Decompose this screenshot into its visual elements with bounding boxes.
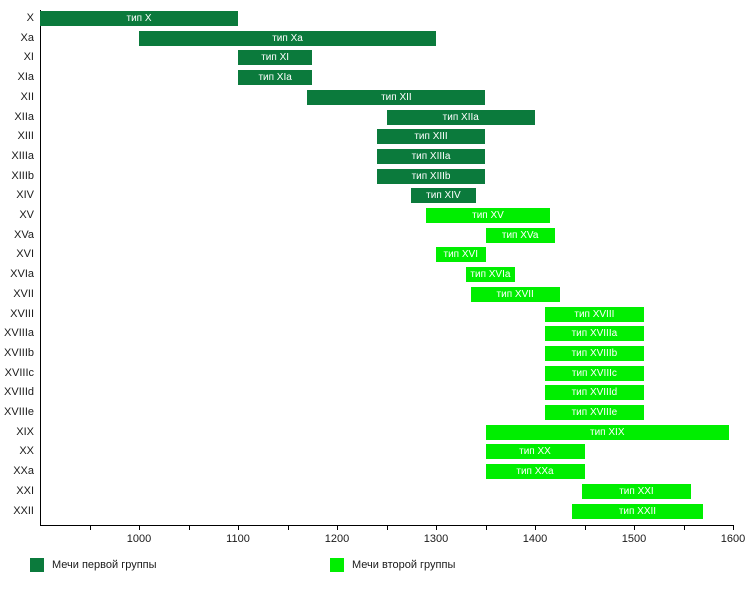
y-axis-label-xiia: XIIa [14,110,34,123]
y-axis-label-xviiia: XVIIIa [4,327,34,340]
bar-xx[interactable]: тип XX [485,444,585,460]
y-axis-label-xviiid: XVIIId [4,386,34,399]
bar-xix[interactable]: тип XIX [485,424,730,440]
y-axis-label-xi: XI [23,51,34,64]
y-axis-label-xiiia: XIIIa [11,149,34,162]
bar-xvii[interactable]: тип XVII [470,286,560,302]
y-axis-label-xv: XV [19,209,34,221]
x-axis-tick-1500 [634,525,635,530]
bar-xiiia[interactable]: тип XIIIa [376,148,486,164]
bar-xviiid[interactable]: тип XVIIId [544,385,644,401]
x-axis-tick-1300 [436,525,437,530]
bar-xviiic[interactable]: тип XVIIIc [544,365,644,381]
x-axis-tick-label-1600: 1600 [720,533,746,545]
x-axis-tick-1600 [733,525,734,530]
y-axis-label-xa: Xa [20,31,34,44]
bar-xa[interactable]: тип Xa [139,30,436,46]
x-axis-tick-label-1100: 1100 [226,533,250,545]
x-axis-tick-1550 [683,525,685,530]
y-axis-label-xix: XIX [16,425,34,438]
bar-xiia[interactable]: тип XIIa [386,109,535,125]
bar-xxii[interactable]: тип XXII [571,503,704,519]
x-axis-tick-1400 [535,525,536,530]
x-axis-tick-1000 [139,525,140,530]
legend-swatch-icon [30,558,44,572]
x-axis-tick-1350 [485,525,487,530]
y-axis-label-xvia: XVIa [10,268,34,281]
bar-xiv[interactable]: тип XIV [411,188,476,204]
bar-xviiia[interactable]: тип XVIIIa [544,326,644,342]
y-axis-label-x: X [26,12,34,24]
legend-label: Мечи второй группы [352,559,456,571]
bar-x[interactable]: тип X [40,11,238,26]
y-axis-label-xxa: XXa [13,465,34,478]
x-axis-tick-1150 [287,525,289,530]
x-axis-tick-1250 [386,525,388,530]
bar-xii[interactable]: тип XII [307,89,486,105]
bar-xxi[interactable]: тип XXI [581,483,692,499]
legend-item-second-group[interactable]: Мечи второй группы [330,558,455,572]
bar-xviiie[interactable]: тип XVIIIe [544,405,644,420]
y-axis-line [40,10,41,525]
legend-swatch-icon [330,558,344,572]
y-axis-label-xva: XVa [14,228,34,241]
bar-xva[interactable]: тип XVa [485,227,555,243]
y-axis-label-xiii: XIII [17,130,34,143]
plot-area [40,10,733,525]
x-axis-tick-label-1300: 1300 [423,533,449,545]
x-axis-tick-1100 [238,525,239,530]
y-axis-label-xxi: XXI [16,484,34,497]
bar-xxa[interactable]: тип XXa [485,464,585,480]
bar-xv[interactable]: тип XV [426,208,550,223]
y-axis-label-xviiib: XVIIIb [4,346,34,359]
y-axis-label-xiv: XIV [16,189,34,202]
bar-xia[interactable]: тип XIa [238,70,313,86]
y-axis-label-xii: XII [20,90,34,103]
x-axis-tick-label-1000: 1000 [126,533,152,545]
y-axis-label-xxii: XXII [13,504,34,517]
x-axis-tick-1450 [584,525,586,530]
bar-xiii[interactable]: тип XIII [376,129,486,145]
x-axis-tick-label-1400: 1400 [522,533,548,545]
bar-xvia[interactable]: тип XVIa [465,267,516,283]
legend-item-first-group[interactable]: Мечи первой группы [30,558,157,572]
bar-xiiib[interactable]: тип XIIIb [376,168,486,184]
x-axis-tick-label-1200: 1200 [324,533,350,545]
x-axis-tick-1200 [337,525,338,530]
bar-xviiib[interactable]: тип XVIIIb [544,345,644,361]
y-axis-label-xiiib: XIIIb [11,169,34,182]
y-axis-label-xvii: XVII [13,287,34,300]
y-axis-label-xviiic: XVIIIc [4,366,34,379]
bar-xvi[interactable]: тип XVI [436,247,486,263]
bar-xviii[interactable]: тип XVIII [544,306,644,322]
y-axis-label-xx: XX [19,445,34,458]
x-axis-tick-950 [89,525,91,530]
y-axis-label-xviii: XVIII [10,307,34,320]
y-axis-label-xviiie: XVIIIe [4,406,34,418]
bar-xi[interactable]: тип XI [238,50,313,66]
chart-legend: Мечи первой группы Мечи второй группы [0,558,750,582]
x-axis-tick-label-1500: 1500 [621,533,647,545]
legend-label: Мечи первой группы [52,559,157,571]
y-axis-label-xvi: XVI [16,248,34,261]
x-axis-tick-1050 [188,525,190,530]
y-axis-label-xia: XIa [17,71,34,84]
